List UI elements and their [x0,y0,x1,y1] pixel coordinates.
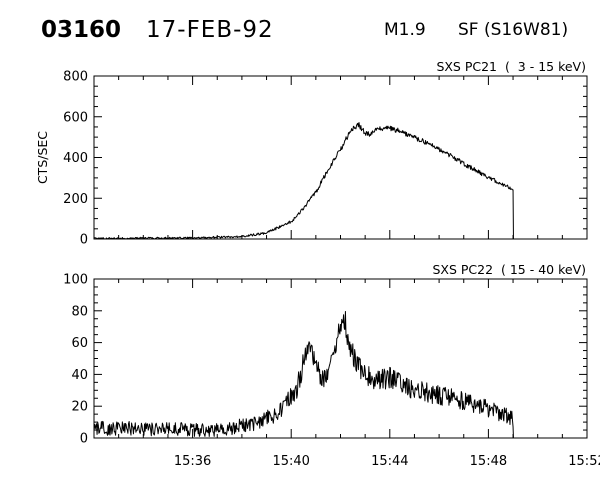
flare-class: M1.9 [384,20,426,40]
panel-title-2: SXS PC22 ( 15 - 40 keV) [432,262,586,277]
event-id: 03160 [41,17,122,43]
y-tick-label: 20 [71,400,88,415]
event-date: 17-FEB-92 [146,17,274,43]
y-tick-label: 0 [80,233,88,248]
y-tick-label: 80 [71,304,88,319]
y-axis-label: CTS/SEC [35,131,50,184]
plot-frame-2 [93,278,588,439]
flare-location: SF (S16W81) [458,20,569,40]
y-tick-label: 60 [71,336,88,351]
panel-title-1: SXS PC21 ( 3 - 15 keV) [436,59,586,74]
series-line-2 [93,310,514,439]
x-tick-label: 15:44 [371,454,408,469]
x-tick-label: 15:52 [568,454,600,469]
y-tick-label: 200 [63,192,88,207]
y-tick-label: 100 [63,273,88,288]
x-tick-label: 15:36 [174,454,211,469]
x-tick-label: 15:40 [272,454,309,469]
series-line-1 [93,122,514,240]
y-tick-label: 40 [71,368,88,383]
x-tick-label: 15:48 [470,454,507,469]
y-tick-label: 600 [63,110,88,125]
y-tick-label: 0 [80,432,88,447]
y-tick-label: 800 [63,70,88,85]
y-tick-label: 400 [63,151,88,166]
